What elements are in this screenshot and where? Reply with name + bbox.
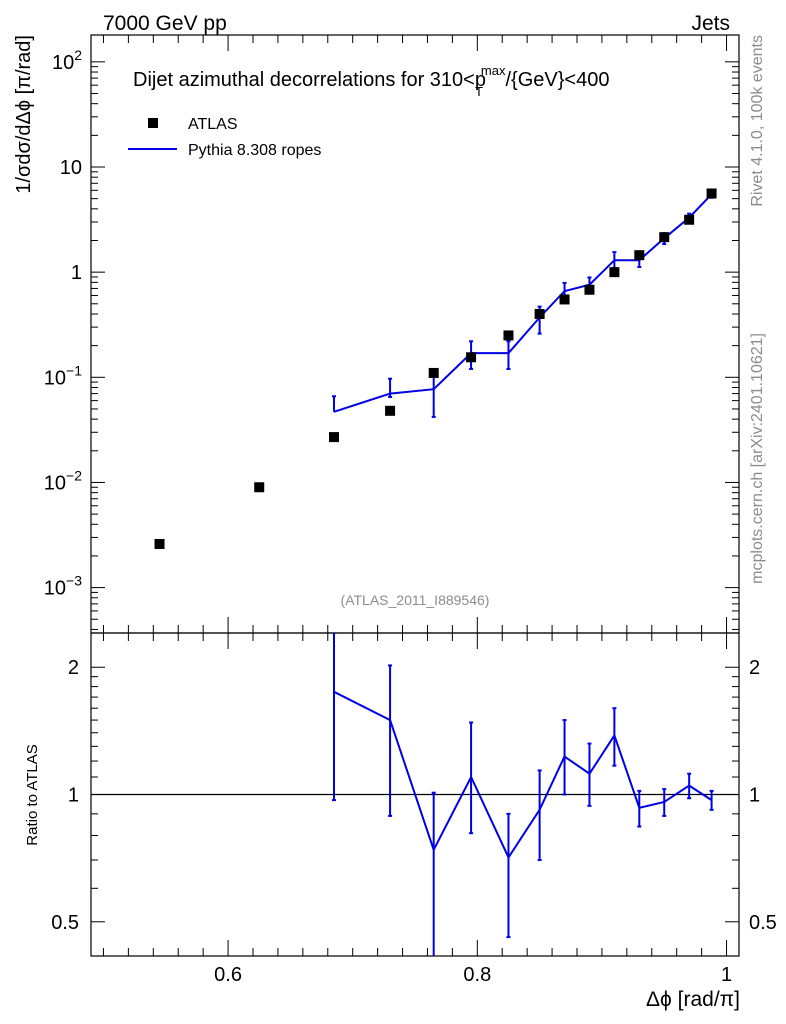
main-y-tick-base: 10 xyxy=(44,578,66,600)
title-subscript: T xyxy=(475,84,483,99)
legend-pythia-label: Pythia 8.308 ropes xyxy=(188,142,321,159)
atlas-data-point xyxy=(684,214,695,225)
main-y-tick-exponent: −3 xyxy=(66,573,82,589)
atlas-data-point xyxy=(559,294,570,305)
main-y-tick-exponent: −1 xyxy=(66,362,82,378)
main-y-tick-label: 10−2 xyxy=(44,467,82,494)
ratio-series-group xyxy=(91,633,739,956)
main-y-tick-base: 10 xyxy=(52,52,74,74)
ratio-y-tick-label-left: 1 xyxy=(68,785,79,807)
main-y-tick-label: 1 xyxy=(71,262,82,284)
analysis-id-label: (ATLAS_2011_I889546) xyxy=(341,592,490,608)
main-y-tick-base: 10 xyxy=(44,367,66,389)
atlas-data-point xyxy=(706,188,717,199)
atlas-data-point xyxy=(634,250,645,261)
ratio-y-axis-label: Ratio to ATLAS xyxy=(24,744,41,845)
ratio-y-tick-label-right: 1 xyxy=(749,785,760,807)
atlas-data-point xyxy=(254,482,265,493)
atlas-data-point xyxy=(584,284,595,295)
atlas-data-point xyxy=(428,367,439,378)
x-tick-label: 0.6 xyxy=(214,964,242,986)
title-suffix: /{GeV}<400 xyxy=(505,69,609,91)
x-tick-label: 0.8 xyxy=(463,964,491,986)
chart-title: Dijet azimuthal decorrelations for 310<p… xyxy=(133,63,609,99)
mcplots-label: mcplots.cern.ch [arXiv:2401.10621] xyxy=(749,333,766,584)
ratio-plot-panel: 2 2 1 1 0.5 0.5 0.6 0.8 1 Ratio to ATLAS Δϕ [ra… xyxy=(24,632,777,1011)
main-y-tick-base: 10 xyxy=(44,472,66,494)
atlas-data-point xyxy=(503,330,514,341)
main-y-tick-label: 102 xyxy=(52,47,82,74)
legend: ATLAS Pythia 8.308 ropes xyxy=(128,116,321,159)
ratio-y-tick-label-right: 0.5 xyxy=(749,912,777,934)
ratio-x-axis: 0.6 0.8 1 xyxy=(102,633,732,986)
title-superscript: max xyxy=(481,63,506,78)
header-right-label: Jets xyxy=(691,12,730,35)
x-axis-label: Δϕ [rad/π] xyxy=(646,988,740,1011)
x-tick-label: 1 xyxy=(721,964,732,986)
atlas-data-point xyxy=(329,432,339,443)
main-series-group xyxy=(154,188,717,549)
ratio-y-axis: 2 2 1 1 0.5 0.5 xyxy=(51,657,777,934)
legend-atlas-label: ATLAS xyxy=(188,116,238,133)
atlas-data-point xyxy=(609,267,620,278)
main-x-axis-ticks xyxy=(102,35,728,633)
rivet-label: Rivet 4.1.0, 100k events xyxy=(749,35,766,207)
main-y-tick-base: 10 xyxy=(60,157,82,179)
legend-atlas-marker xyxy=(148,118,158,128)
main-y-tick-exponent: −2 xyxy=(66,467,82,483)
ratio-y-tick-label-right: 2 xyxy=(749,657,760,679)
header-left-label: 7000 GeV pp xyxy=(103,12,227,35)
main-y-tick-base: 1 xyxy=(71,262,82,284)
main-y-tick-exponent: 2 xyxy=(74,47,82,63)
atlas-data-point xyxy=(534,308,545,319)
ratio-y-tick-label-left: 2 xyxy=(68,657,79,679)
title-prefix: Dijet azimuthal decorrelations for 310<p xyxy=(133,69,486,91)
main-y-tick-label: 10 xyxy=(60,157,82,179)
main-y-tick-label: 10−3 xyxy=(44,573,82,600)
main-y-tick-label: 10−1 xyxy=(44,362,82,389)
ratio-series-line xyxy=(333,690,713,860)
atlas-data-point xyxy=(466,352,477,363)
main-y-axis-label: 1/σdσ/dΔϕ [π/rad] xyxy=(13,35,35,194)
atlas-data-point xyxy=(659,232,670,243)
ratio-y-tick-label-left: 0.5 xyxy=(51,912,79,934)
atlas-data-point xyxy=(154,538,165,549)
atlas-data-point xyxy=(385,405,396,416)
